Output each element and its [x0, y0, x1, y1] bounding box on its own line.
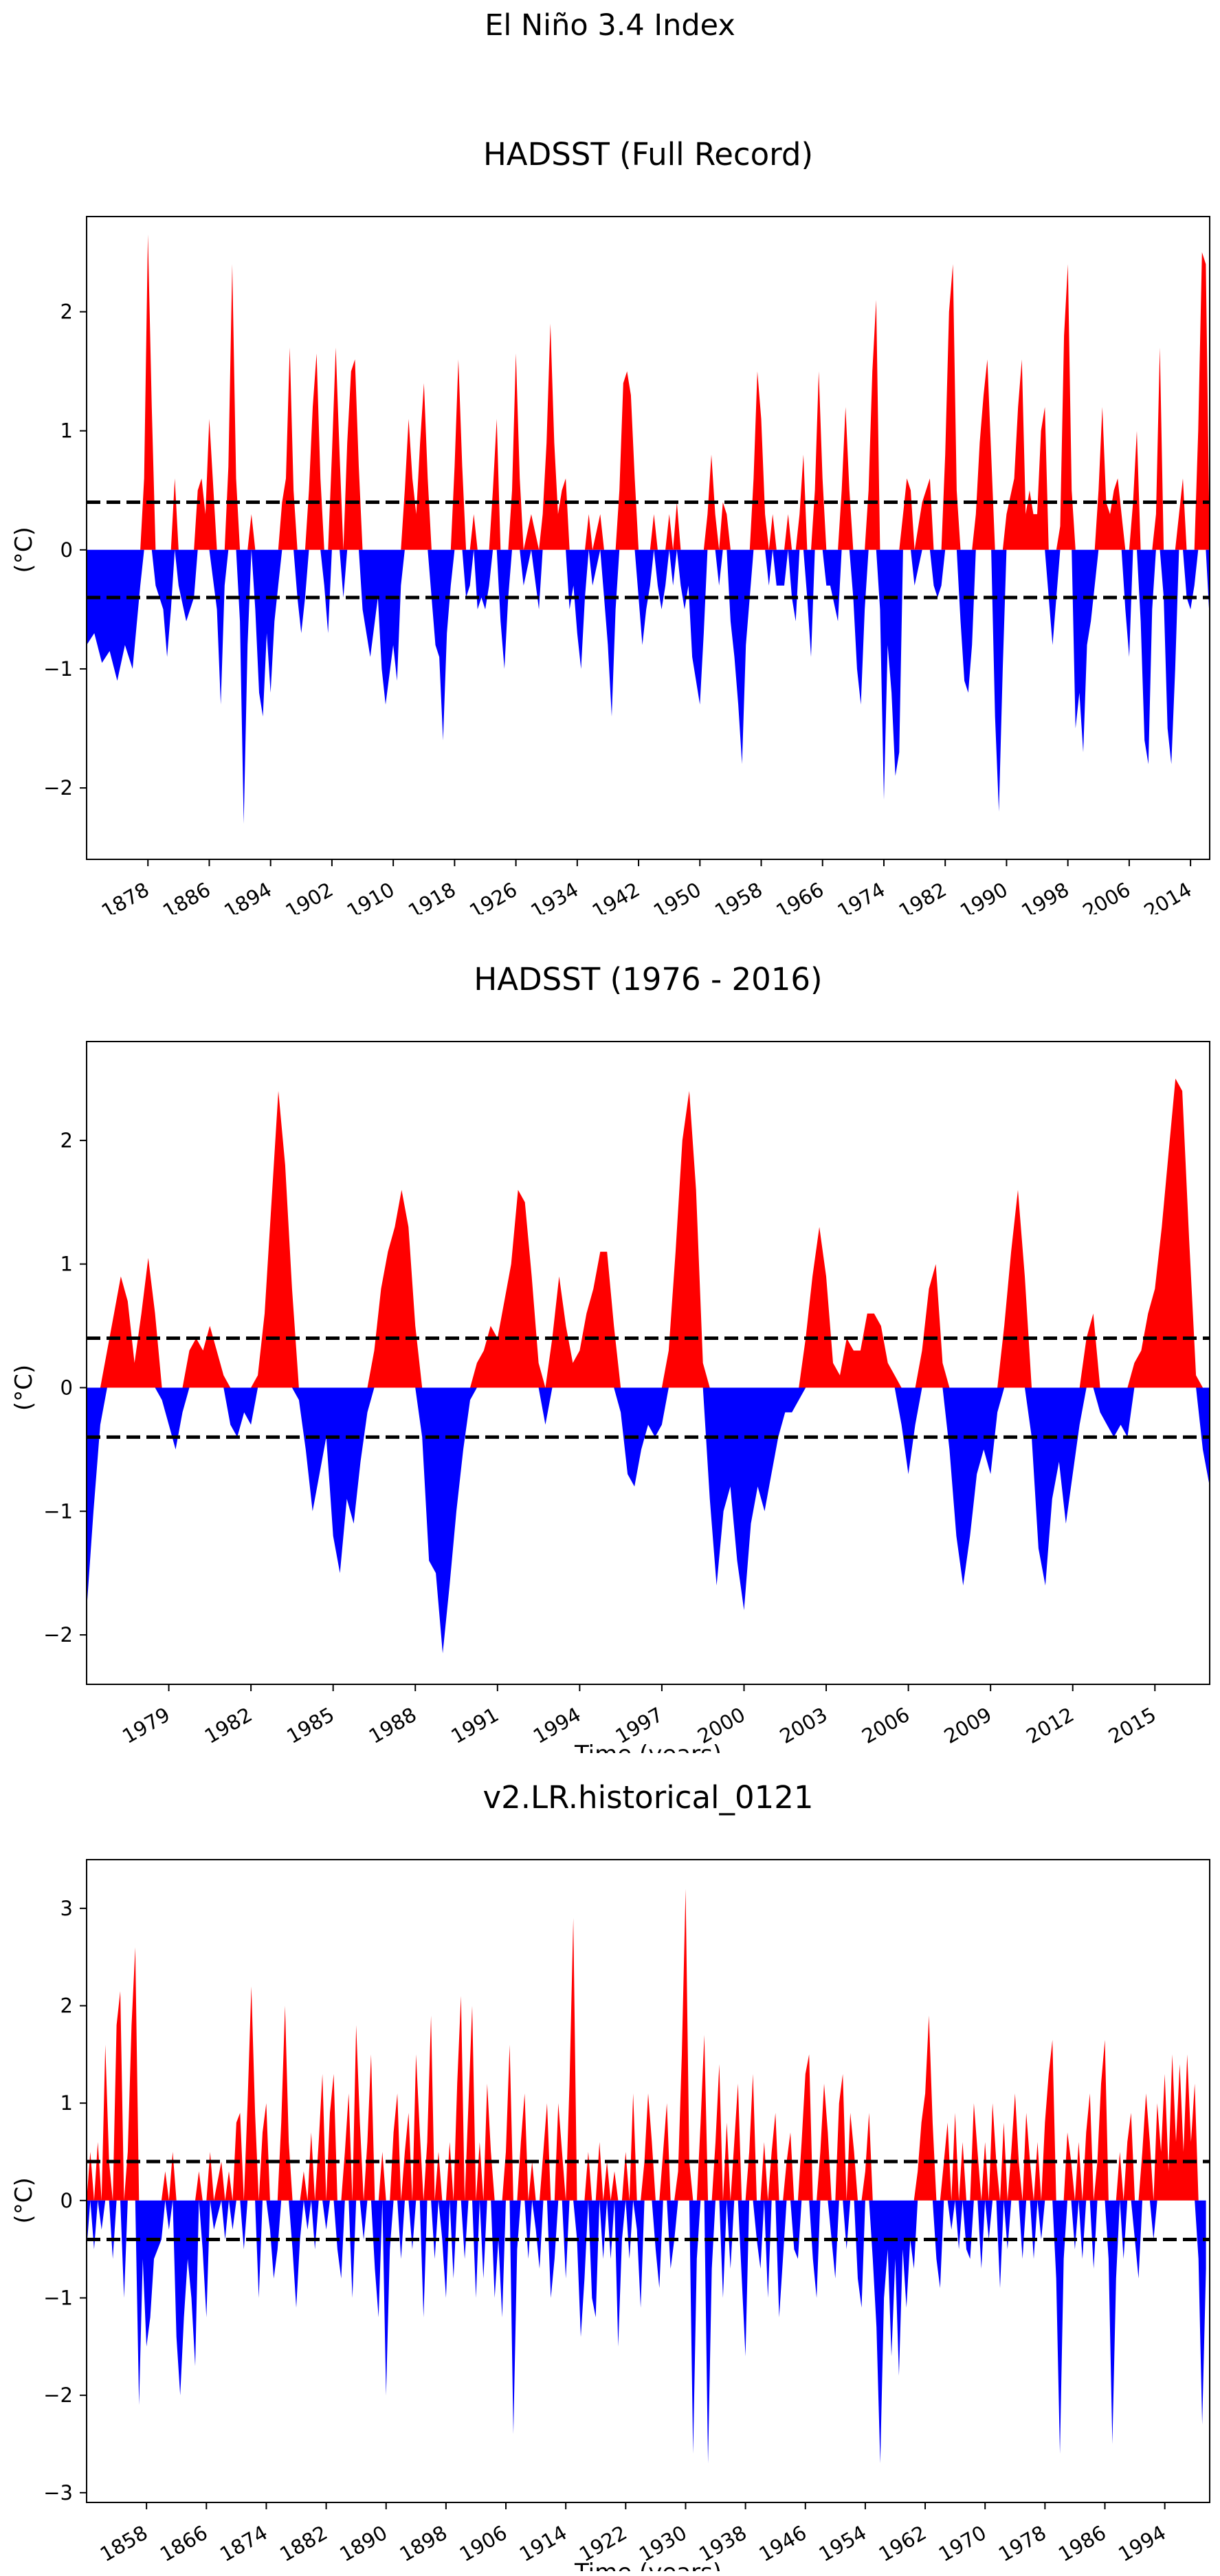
y-tick-label: 0	[60, 538, 73, 562]
x-tick-label: 2009	[940, 1703, 996, 1748]
x-tick-label: 1886	[159, 878, 214, 914]
x-tick-label: 1918	[404, 878, 460, 914]
data-area	[87, 1889, 1206, 2464]
x-tick-label: 2006	[1078, 878, 1134, 914]
y-tick-label: 1	[60, 2091, 73, 2115]
x-tick-label: 1990	[956, 878, 1012, 914]
axes-frame	[86, 216, 1210, 860]
x-tick-label: 1926	[465, 878, 521, 914]
positive-anomaly-fill	[87, 234, 1210, 550]
x-tick-label: 1866	[156, 2521, 212, 2566]
y-tick-label: −1	[43, 2287, 73, 2310]
y-tick-label: 0	[60, 2189, 73, 2212]
chart-title: v2.LR.historical_0121	[483, 1779, 813, 1816]
axes-frame	[86, 1041, 1210, 1685]
y-tick-label: −1	[43, 1499, 73, 1523]
figure-suptitle: El Niño 3.4 Index	[485, 8, 735, 43]
x-tick-label: 1902	[281, 878, 337, 914]
y-tick-label: −2	[43, 1623, 73, 1647]
x-tick-label: 1914	[515, 2521, 571, 2566]
x-tick-label: 1946	[755, 2521, 810, 2566]
x-axis-label: Time (years)	[574, 2559, 722, 2571]
x-tick-label: 2003	[776, 1703, 832, 1748]
x-tick-label: 1906	[456, 2521, 511, 2566]
x-tick-label: 1962	[875, 2521, 931, 2566]
x-tick-label: 2015	[1105, 1703, 1160, 1748]
chart-title: HADSST (Full Record)	[483, 136, 813, 173]
chart-hadsst-1976-2016: HADSST (1976 - 2016) 2 1 0 −1 −2 1979 1982 1985 1…	[10, 961, 1210, 1753]
y-axis-label: (°C)	[10, 1365, 38, 1411]
negative-anomaly-fill	[87, 549, 1210, 824]
data-area	[87, 234, 1210, 824]
x-tick-label: 1985	[282, 1703, 338, 1748]
x-tick-label: 1858	[96, 2521, 152, 2566]
positive-anomaly-fill	[87, 1889, 1206, 2201]
x-tick-label: 1958	[711, 878, 766, 914]
chart-title: HADSST (1976 - 2016)	[474, 961, 822, 998]
x-tick-label: 1950	[650, 878, 705, 914]
y-axis-label: (°C)	[10, 2177, 38, 2223]
x-tick-label: 1882	[276, 2521, 331, 2566]
y-axis-label: (°C)	[10, 527, 38, 573]
y-tick-label: −1	[43, 657, 73, 681]
x-tick-label: 1998	[1017, 878, 1073, 914]
x-axis-label: Time (years)	[574, 1741, 722, 1753]
positive-anomaly-fill	[87, 1078, 1210, 1388]
x-tick-label: 1890	[335, 2521, 391, 2566]
x-tick-label: 1878	[98, 878, 153, 914]
y-tick-label: 3	[60, 1897, 73, 1920]
y-tick-label: 2	[60, 300, 73, 324]
y-tick-label: 1	[60, 1253, 73, 1276]
x-tick-label: 1988	[365, 1703, 421, 1748]
axes-frame	[86, 1859, 1210, 2503]
y-tick-label: 2	[60, 1129, 73, 1152]
x-tick-label: 1898	[395, 2521, 451, 2566]
y-tick-label: −3	[43, 2481, 73, 2505]
x-tick-label: 1970	[935, 2521, 990, 2566]
x-tick-label: 1982	[895, 878, 951, 914]
x-tick-label: 1934	[526, 878, 582, 914]
x-tick-label: 1978	[995, 2521, 1050, 2566]
x-tick-label: 1994	[1114, 2521, 1170, 2566]
x-tick-label: 2014	[1140, 878, 1196, 914]
x-tick-label: 1894	[220, 878, 276, 914]
x-tick-label: 1910	[343, 878, 399, 914]
x-tick-label: 1979	[118, 1703, 174, 1748]
x-tick-label: 1942	[588, 878, 644, 914]
x-tick-label: 1991	[447, 1703, 502, 1748]
negative-anomaly-fill	[87, 1387, 1210, 1653]
y-tick-label: 1	[60, 419, 73, 443]
x-tick-label: 1874	[216, 2521, 271, 2566]
x-tick-label: 1954	[814, 2521, 870, 2566]
y-tick-label: −2	[43, 776, 73, 800]
data-area	[87, 1078, 1210, 1653]
x-tick-label: 2012	[1022, 1703, 1078, 1748]
x-tick-label: 1966	[772, 878, 828, 914]
x-tick-label: 1982	[201, 1703, 256, 1748]
y-tick-label: 2	[60, 1994, 73, 2018]
x-tick-label: 1974	[834, 878, 889, 914]
negative-anomaly-fill	[87, 2200, 1206, 2464]
x-tick-label: 2006	[858, 1703, 913, 1748]
y-tick-label: 0	[60, 1376, 73, 1399]
y-tick-label: −2	[43, 2384, 73, 2407]
x-tick-label: 1986	[1054, 2521, 1110, 2566]
